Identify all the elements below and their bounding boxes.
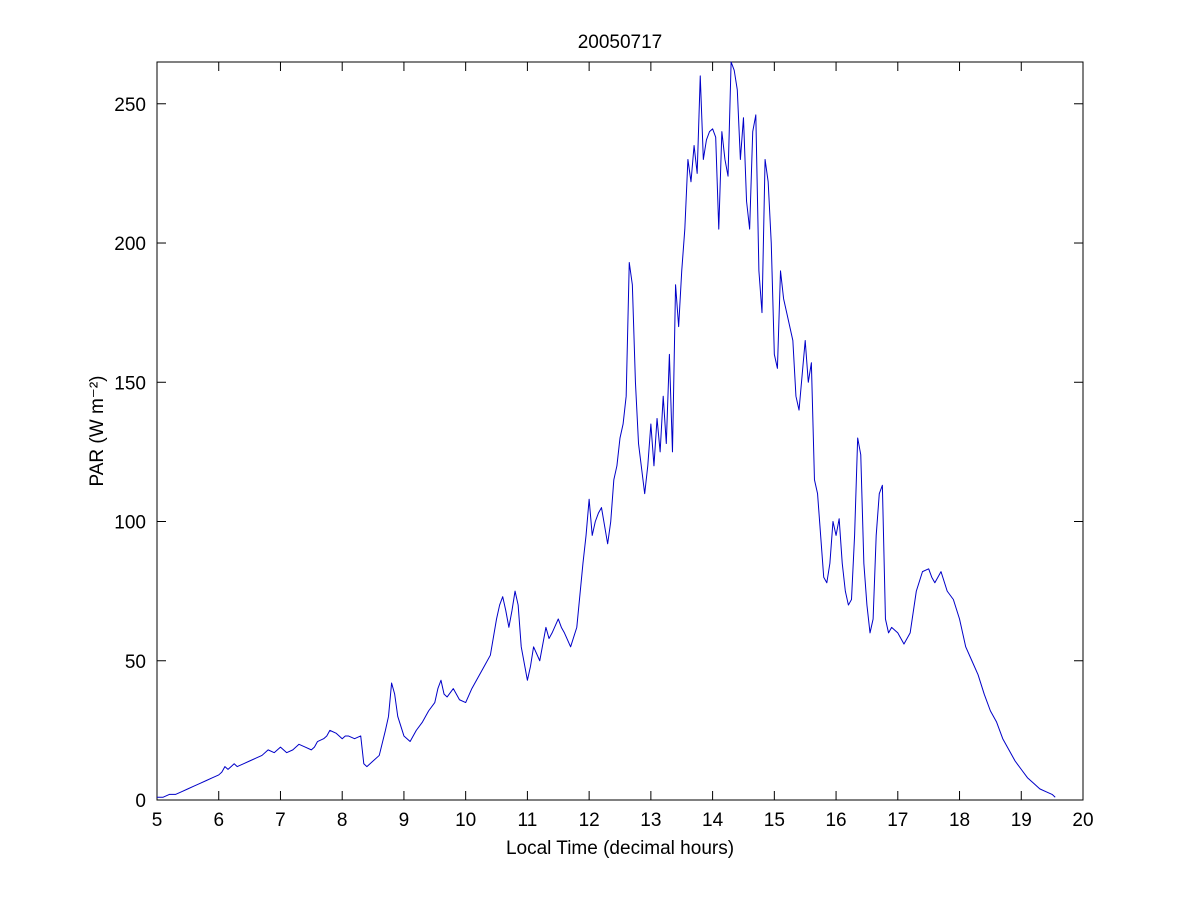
x-tick-label: 13 xyxy=(640,810,661,831)
y-tick-label: 200 xyxy=(114,234,146,255)
x-tick-label: 15 xyxy=(764,810,785,831)
x-tick-label: 12 xyxy=(579,810,600,831)
x-tick-label: 5 xyxy=(152,810,163,831)
data-series xyxy=(157,61,1056,798)
plot-box xyxy=(156,61,1084,801)
chart-title: 20050717 xyxy=(578,32,663,53)
x-tick-label: 11 xyxy=(518,810,538,831)
x-tick-label: 18 xyxy=(949,810,970,831)
x-tick-label: 14 xyxy=(702,810,724,831)
y-tick-label: 250 xyxy=(114,95,146,116)
y-tick-label: 0 xyxy=(135,791,146,812)
y-axis-label: PAR (W m⁻²) xyxy=(87,376,108,487)
y-tick-label: 50 xyxy=(125,652,146,673)
x-tick-label: 16 xyxy=(825,810,846,831)
x-tick-label: 17 xyxy=(887,810,908,831)
y-tick-label: 150 xyxy=(114,373,146,394)
x-tick-label: 8 xyxy=(337,810,348,831)
x-axis-label: Local Time (decimal hours) xyxy=(506,838,734,859)
x-tick-label: 6 xyxy=(213,810,224,831)
x-tick-label: 7 xyxy=(275,810,286,831)
x-tick-label: 19 xyxy=(1011,810,1032,831)
x-tick-label: 9 xyxy=(399,810,410,831)
par-line xyxy=(157,61,1056,798)
axis-ticks: 5 6 7 8 9 10 11 12 13 14 15 16 17 18 19 200501001502002… xyxy=(114,62,1094,831)
x-tick-label: 10 xyxy=(455,810,476,831)
y-tick-label: 100 xyxy=(114,513,146,534)
x-tick-label: 20 xyxy=(1072,810,1093,831)
